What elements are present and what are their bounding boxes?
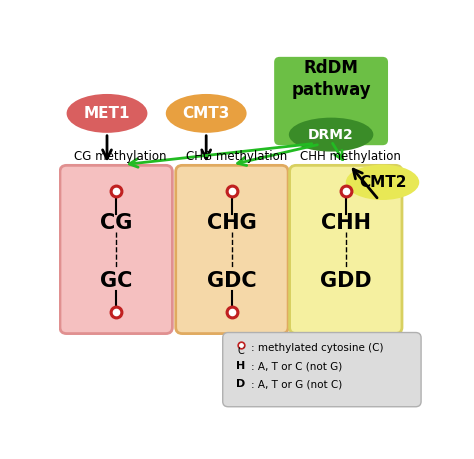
Text: GDD: GDD <box>320 270 372 291</box>
Text: CMT2: CMT2 <box>359 175 406 190</box>
FancyBboxPatch shape <box>176 165 288 334</box>
Text: CHG methylation: CHG methylation <box>186 150 287 163</box>
Text: RdDM
pathway: RdDM pathway <box>292 59 371 99</box>
FancyBboxPatch shape <box>274 57 388 145</box>
FancyBboxPatch shape <box>223 332 421 407</box>
Ellipse shape <box>166 94 246 133</box>
Text: GDC: GDC <box>207 270 257 291</box>
Text: : A, T or G (not C): : A, T or G (not C) <box>251 380 342 390</box>
Text: CHH methylation: CHH methylation <box>300 150 401 163</box>
Text: D: D <box>237 380 246 390</box>
Text: CHG: CHG <box>207 213 257 233</box>
Text: MET1: MET1 <box>84 106 130 121</box>
Text: : A, T or C (not G): : A, T or C (not G) <box>251 361 342 371</box>
FancyBboxPatch shape <box>60 165 173 334</box>
FancyBboxPatch shape <box>290 165 402 334</box>
Text: CG methylation: CG methylation <box>74 150 166 163</box>
Text: : methylated cytosine (C): : methylated cytosine (C) <box>251 343 383 353</box>
Text: DRM2: DRM2 <box>308 128 354 142</box>
Text: GC: GC <box>100 270 132 291</box>
Ellipse shape <box>346 165 419 200</box>
Text: CHH: CHH <box>321 213 371 233</box>
Ellipse shape <box>289 118 374 151</box>
Text: CMT3: CMT3 <box>182 106 230 121</box>
Text: C: C <box>238 346 245 356</box>
Text: H: H <box>237 361 246 371</box>
Text: CG: CG <box>100 213 132 233</box>
Ellipse shape <box>66 94 147 133</box>
